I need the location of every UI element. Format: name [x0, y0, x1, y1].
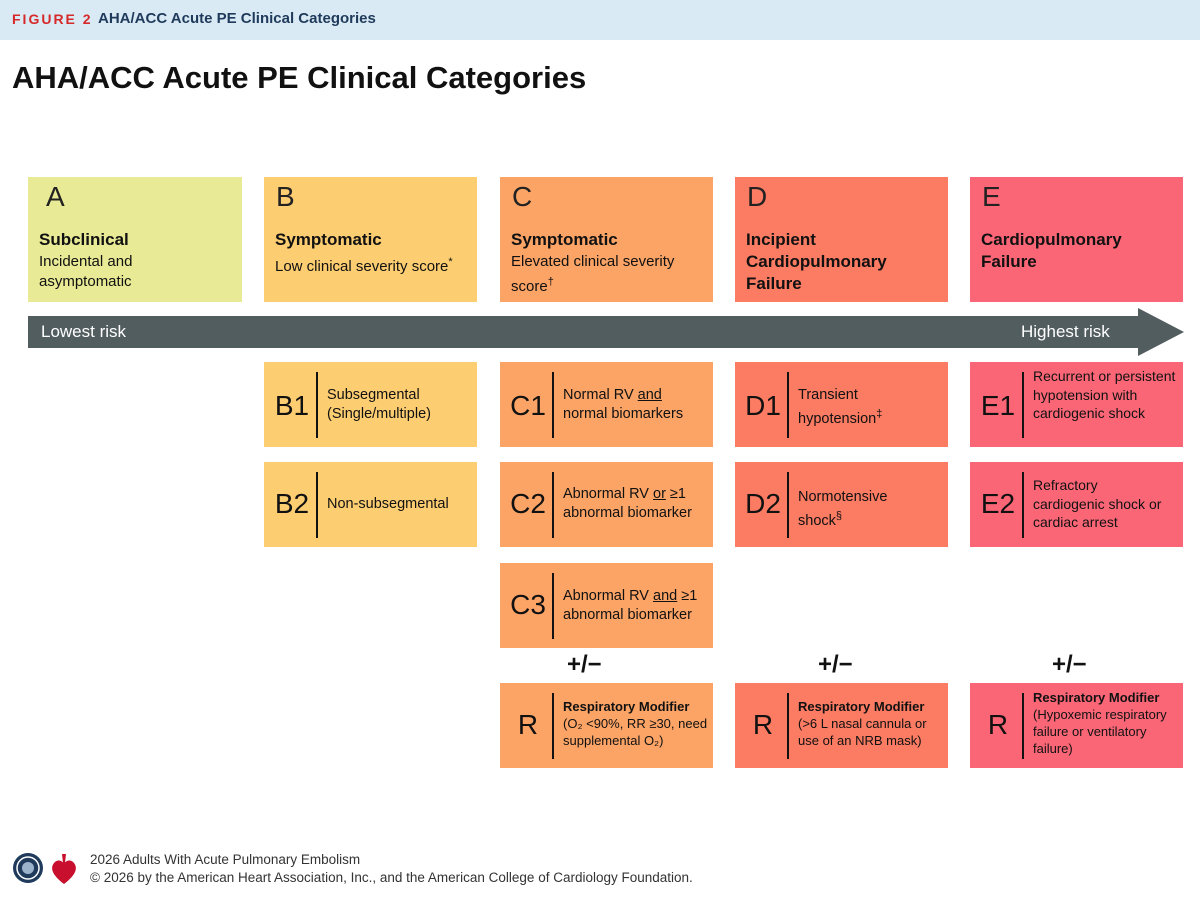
subcategory-text: Normal RV	[563, 387, 638, 403]
divider	[1022, 472, 1024, 538]
category-heading: Subclinical	[39, 230, 129, 249]
divider	[1022, 693, 1024, 759]
subcategory-text: Non-subsegmental	[327, 496, 449, 512]
subcategory-b1-box: B1 Subsegmental (Single/multiple)	[264, 362, 477, 447]
respiratory-code: R	[987, 709, 1009, 740]
footnote-mark: †	[547, 276, 554, 288]
risk-arrow	[28, 308, 1184, 356]
subcategory-text: Recurrent or persistent hypotension with…	[1033, 368, 1176, 421]
divider	[552, 472, 554, 538]
subcategory-code: B1	[274, 390, 310, 421]
subcategory-text: Transient hypotension	[798, 387, 877, 427]
category-heading: Symptomatic	[275, 230, 382, 249]
subcategory-text: Normotensive shock	[798, 489, 888, 529]
divider	[787, 472, 789, 538]
subcategory-code: D1	[745, 390, 781, 421]
subcategory-code: B2	[274, 488, 310, 519]
subcategory-code: D2	[745, 488, 781, 519]
category-b-box: B Symptomatic Low clinical severity scor…	[264, 177, 477, 302]
plus-minus-e: +/−	[1052, 651, 1087, 678]
subcategory-text: ≥1 abnormal biomarker	[563, 486, 692, 521]
respiratory-modifier-e-box: R Respiratory Modifier (Hypoxemic respira…	[970, 683, 1183, 768]
divider	[787, 372, 789, 438]
figure-label: FIGURE 2	[12, 11, 93, 27]
respiratory-title: Respiratory Modifier	[798, 699, 925, 714]
subcategory-code: E2	[980, 488, 1016, 519]
category-e-box: E Cardiopulmonary Failure	[970, 177, 1183, 302]
emphasis-word: and	[637, 387, 662, 403]
divider	[316, 372, 318, 438]
category-heading: Incipient Cardiopulmonary Failure	[746, 230, 887, 293]
page-title: AHA/ACC Acute PE Clinical Categories	[12, 60, 587, 95]
footer-logos	[13, 853, 76, 884]
divider	[316, 472, 318, 538]
category-a-box: A Subclinical Incidental and asymptomati…	[28, 177, 242, 302]
subcategory-c1-box: C1 Normal RV and normal biomarkers	[500, 362, 713, 447]
respiratory-title: Respiratory Modifier	[563, 699, 690, 714]
category-heading: Symptomatic	[511, 230, 618, 249]
subcategory-code: E1	[980, 390, 1016, 421]
respiratory-code: R	[517, 709, 539, 740]
emphasis-word: and	[653, 588, 678, 604]
divider	[552, 693, 554, 759]
divider	[552, 372, 554, 438]
footnote-mark: *	[448, 256, 453, 268]
category-subtext: Low clinical severity score	[275, 258, 449, 275]
footer-guideline-title: 2026 Adults With Acute Pulmonary Embolis…	[90, 852, 361, 867]
subcategory-code: C3	[510, 589, 546, 620]
highest-risk-label: Highest risk	[1021, 322, 1110, 341]
subcategory-c3-box: C3 Abnormal RV and ≥1 abnormal biomarker	[500, 563, 713, 648]
subcategory-e1-box: E1 Recurrent or persistent hypotension w…	[970, 362, 1183, 447]
footnote-mark: ‡	[876, 408, 883, 420]
figure-header-bar: FIGURE 2 AHA/ACC Acute PE Clinical Categ…	[0, 0, 1200, 40]
subcategory-text: ≥1 abnormal biomarker	[563, 588, 698, 623]
respiratory-detail: (Hypoxemic respiratory failure or ventil…	[1033, 707, 1167, 756]
category-letter: E	[982, 181, 1001, 212]
category-heading: Cardiopulmonary Failure	[981, 230, 1122, 271]
category-letter: A	[46, 181, 65, 212]
category-subtext: Elevated clinical severity score	[511, 253, 675, 295]
subcategory-code: C2	[510, 488, 546, 519]
category-letter: D	[747, 181, 768, 212]
footnote-mark: §	[835, 510, 843, 522]
subcategory-text: Subsegmental (Single/multiple)	[327, 387, 431, 422]
respiratory-detail: (>6 L nasal cannula or use of an NRB mas…	[798, 716, 927, 748]
subcategory-c2-box: C2 Abnormal RV or ≥1 abnormal biomarker	[500, 462, 713, 547]
respiratory-modifier-d-box: R Respiratory Modifier (>6 L nasal cannul…	[735, 683, 948, 768]
subcategory-e2-box: E2 Refractory cardiogenic shock or cardi…	[970, 462, 1183, 547]
heart-torch-icon	[52, 854, 76, 884]
category-letter: C	[512, 181, 533, 212]
subcategory-text: Refractory cardiogenic shock or cardiac …	[1033, 477, 1162, 530]
respiratory-title: Respiratory Modifier	[1033, 690, 1160, 705]
lowest-risk-label: Lowest risk	[41, 322, 127, 341]
category-c-box: C Symptomatic Elevated clinical severity…	[500, 177, 713, 302]
emphasis-word: or	[653, 486, 666, 502]
aha-seal-icon	[13, 853, 43, 883]
subcategory-text: Abnormal RV	[563, 486, 653, 502]
footer-copyright: © 2026 by the American Heart Association…	[90, 870, 693, 885]
plus-minus-c: +/−	[567, 651, 602, 678]
subcategory-d2-box: D2 Normotensive shock§	[735, 462, 948, 547]
subcategory-d1-box: D1 Transient hypotension‡	[735, 362, 948, 447]
respiratory-code: R	[752, 709, 774, 740]
subcategory-text: Abnormal RV	[563, 588, 653, 604]
figure-caption: AHA/ACC Acute PE Clinical Categories	[98, 10, 376, 27]
divider	[1022, 372, 1024, 438]
category-subtext: Incidental and asymptomatic	[39, 253, 133, 290]
category-d-box: D Incipient Cardiopulmonary Failure	[735, 177, 948, 302]
respiratory-modifier-c-box: R Respiratory Modifier (O₂ <90%, RR ≥30, …	[500, 683, 713, 768]
subcategory-text: normal biomarkers	[563, 406, 684, 422]
respiratory-detail: (O₂ <90%, RR ≥30, need supplemental O₂)	[563, 716, 708, 748]
divider	[787, 693, 789, 759]
subcategory-b2-box: B2 Non-subsegmental	[264, 462, 477, 547]
subcategory-code: C1	[510, 390, 546, 421]
category-letter: B	[276, 181, 295, 212]
plus-minus-d: +/−	[818, 651, 853, 678]
divider	[552, 573, 554, 639]
